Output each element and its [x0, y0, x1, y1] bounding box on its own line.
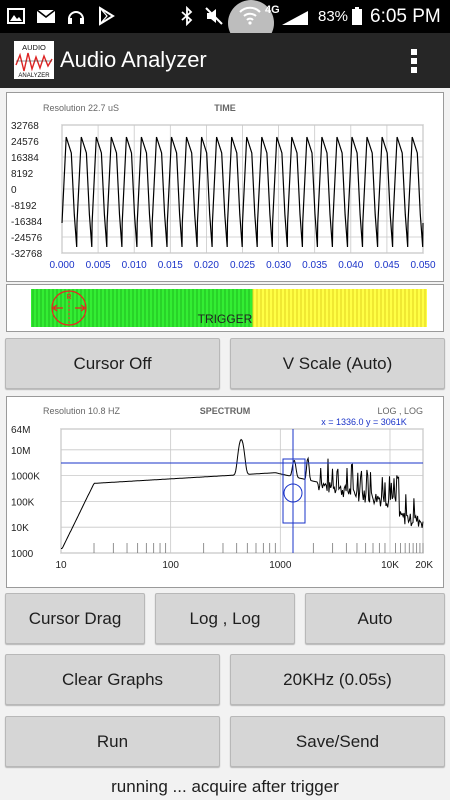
trigger-bar[interactable]: R TRIGGER — [7, 285, 443, 331]
time-y-tick-label: 8192 — [11, 169, 34, 180]
time-y-tick-label: 32768 — [11, 121, 39, 132]
spectrum-grid — [60, 428, 424, 554]
logo-text-audio: AUDIO — [22, 43, 46, 52]
time-x-tick-label: 0.040 — [338, 260, 363, 271]
time-x-tick-label: 0.015 — [158, 260, 183, 271]
trigger-panel[interactable]: R TRIGGER — [6, 284, 444, 332]
run-button[interactable]: Run — [5, 716, 220, 767]
logo-text-analyzer: ANALYZER — [18, 73, 50, 79]
time-grid — [61, 124, 424, 254]
spectrum-x-tick-label: 100 — [162, 560, 179, 571]
app-logo: AUDIO ANALYZER — [14, 41, 54, 79]
arrow-right-icon — [75, 304, 86, 312]
time-x-tick-label: 0.000 — [49, 260, 74, 271]
spectrum-resolution-label: Resolution 10.8 HZ — [43, 406, 121, 416]
range-button[interactable]: 20KHz (0.05s) — [230, 654, 445, 705]
cursor-drag-button[interactable]: Cursor Drag — [5, 593, 145, 644]
arrow-left-icon — [52, 304, 63, 312]
cursor-handle[interactable] — [283, 483, 303, 503]
bluetooth-icon — [181, 6, 193, 26]
time-x-tick-label: 0.020 — [194, 260, 219, 271]
trigger-cursor-circle[interactable] — [51, 290, 87, 326]
time-resolution-label: Resolution 22.7 uS — [43, 103, 119, 113]
clock: 6:05 PM — [370, 6, 441, 27]
spectrum-graph-title: SPECTRUM — [200, 406, 251, 416]
save-send-button[interactable]: Save/Send — [230, 716, 445, 767]
play-store-icon — [99, 6, 115, 26]
spectrum-scale-label: LOG , LOG — [377, 406, 423, 416]
cursor-off-button[interactable]: Cursor Off — [5, 338, 220, 389]
time-x-tick-label: 0.030 — [266, 260, 291, 271]
spectrum-y-tick-label: 100K — [11, 497, 35, 508]
time-y-tick-label: 24576 — [11, 137, 39, 148]
auto-button[interactable]: Auto — [305, 593, 445, 644]
time-graph[interactable]: Resolution 22.7 uS TIME 32768 24576 16384 8… — [7, 93, 443, 281]
time-x-tick-label: 0.005 — [86, 260, 111, 271]
time-x-axis: 0.000 0.005 0.010 0.015 0.020 0.025 0.030 0.035… — [49, 260, 435, 271]
wifi-icon — [239, 6, 261, 25]
time-y-tick-label: 16384 — [11, 153, 39, 164]
spectrum-minor-ticks — [93, 543, 424, 553]
clear-graphs-button[interactable]: Clear Graphs — [5, 654, 220, 705]
spectrum-x-axis: 10 100 1000 10K 20K — [55, 560, 433, 571]
spectrum-graph[interactable]: Resolution 10.8 HZ SPECTRUM LOG , LOG x … — [7, 397, 443, 587]
spectrum-y-axis: 64M 10M 1000K 100K 10K 1000 — [11, 425, 40, 560]
spectrum-y-tick-label: 10M — [11, 446, 30, 457]
spectrum-y-tick-label: 10K — [11, 523, 29, 534]
time-x-tick-label: 0.045 — [374, 260, 399, 271]
spectrum-x-tick-label: 10 — [55, 560, 67, 571]
time-x-tick-label: 0.025 — [230, 260, 255, 271]
app-bar: AUDIO ANALYZER Audio Analyzer — [0, 33, 450, 88]
spectrum-y-tick-label: 1000K — [11, 472, 40, 483]
time-x-tick-label: 0.035 — [302, 260, 327, 271]
time-x-tick-label: 0.050 — [410, 260, 435, 271]
spectrum-x-tick-label: 1000 — [269, 560, 292, 571]
mute-icon — [205, 7, 223, 25]
v-scale-button[interactable]: V Scale (Auto) — [230, 338, 445, 389]
trigger-stripes — [32, 289, 426, 327]
time-x-tick-label: 0.010 — [122, 260, 147, 271]
spectrum-y-tick-label: 1000 — [11, 549, 34, 560]
trigger-yellow-region — [252, 289, 427, 327]
log-log-button[interactable]: Log , Log — [155, 593, 295, 644]
overflow-menu-icon[interactable] — [406, 47, 422, 75]
time-y-tick-label: -32768 — [11, 249, 43, 260]
mail-icon — [36, 9, 56, 23]
headset-icon — [68, 11, 84, 24]
cursor-drag-box[interactable] — [282, 458, 306, 524]
image-icon — [7, 8, 25, 24]
status-bar: 4G 83% 6:05 PM — [0, 0, 450, 46]
time-graph-panel[interactable]: Resolution 22.7 uS TIME 32768 24576 16384 8… — [6, 92, 444, 282]
trigger-cursor-label: R — [66, 294, 71, 301]
spectrum-x-tick-label: 20K — [415, 560, 433, 571]
trigger-green-region — [31, 289, 253, 327]
trigger-label: TRIGGER — [198, 312, 253, 326]
spectrum-graph-panel[interactable]: Resolution 10.8 HZ SPECTRUM LOG , LOG x … — [6, 396, 444, 588]
time-graph-title: TIME — [214, 103, 236, 113]
status-message: running ... acquire after trigger — [111, 777, 339, 796]
cursor-readout: x = 1336.0 y = 3061K — [321, 417, 407, 427]
signal-icon — [282, 11, 308, 25]
app-title: Audio Analyzer — [60, 47, 207, 72]
time-y-tick-label: 0 — [11, 185, 17, 196]
time-y-axis: 32768 24576 16384 8192 0 -8192 -16384 -24576 -32… — [11, 121, 43, 260]
time-y-tick-label: -16384 — [11, 217, 43, 228]
network-type: 4G — [265, 4, 280, 16]
time-y-tick-label: -24576 — [11, 233, 43, 244]
battery-icon — [352, 7, 362, 25]
spectrum-x-tick-label: 10K — [381, 560, 399, 571]
spectrum-y-tick-label: 64M — [11, 425, 30, 436]
battery-percentage: 83% — [318, 8, 349, 25]
time-waveform — [61, 136, 424, 248]
time-y-tick-label: -8192 — [11, 201, 37, 212]
spectrum-curve — [61, 438, 424, 549]
